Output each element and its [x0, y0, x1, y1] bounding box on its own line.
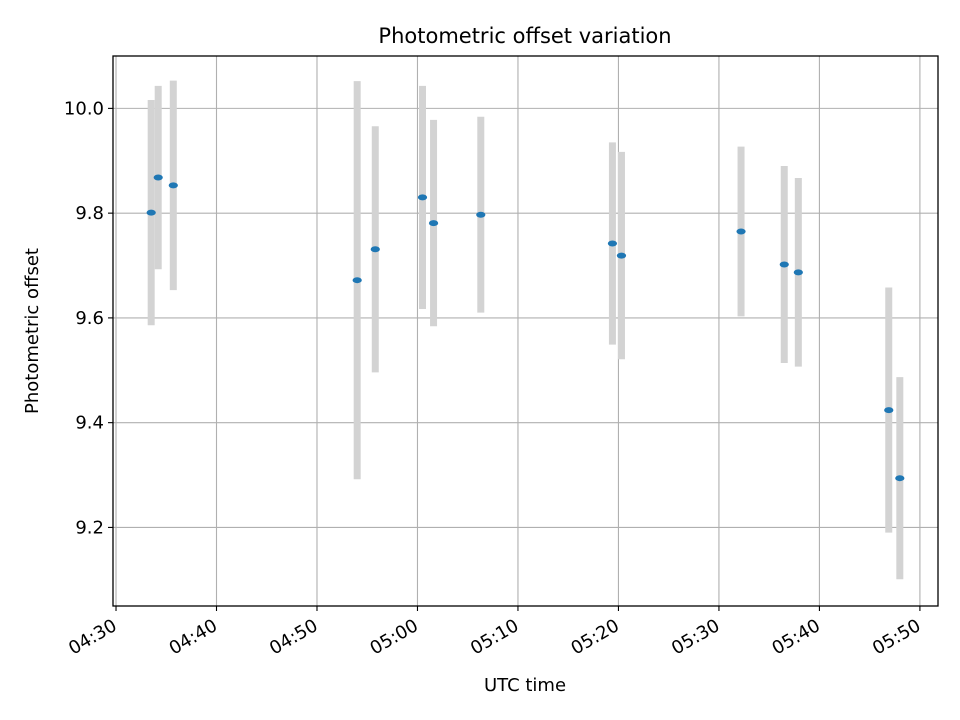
- data-point: [895, 475, 905, 482]
- y-tick-label: 10.0: [64, 98, 104, 119]
- data-point: [779, 261, 789, 268]
- data-point: [370, 246, 380, 253]
- data-point: [884, 407, 894, 414]
- data-point: [428, 220, 439, 227]
- data-points: [146, 174, 905, 482]
- data-point: [168, 182, 178, 189]
- data-point: [153, 174, 163, 181]
- x-axis-label: UTC time: [484, 675, 566, 696]
- plot-frame: [112, 55, 939, 607]
- y-tick-label: 9.2: [75, 517, 104, 538]
- chart-title: Photometric offset variation: [378, 24, 671, 48]
- data-point: [476, 211, 486, 218]
- data-point: [146, 209, 156, 216]
- data-point: [616, 252, 627, 259]
- y-tick-label: 9.4: [75, 413, 104, 434]
- data-point: [352, 277, 362, 284]
- data-point: [607, 240, 618, 247]
- y-tick-label: 9.8: [75, 203, 104, 224]
- y-tick-label: 9.6: [75, 308, 104, 329]
- data-point: [417, 194, 428, 201]
- data-point: [736, 228, 746, 235]
- data-point: [793, 269, 803, 276]
- y-axis-label: Photometric offset: [22, 248, 43, 414]
- grid: [113, 56, 938, 606]
